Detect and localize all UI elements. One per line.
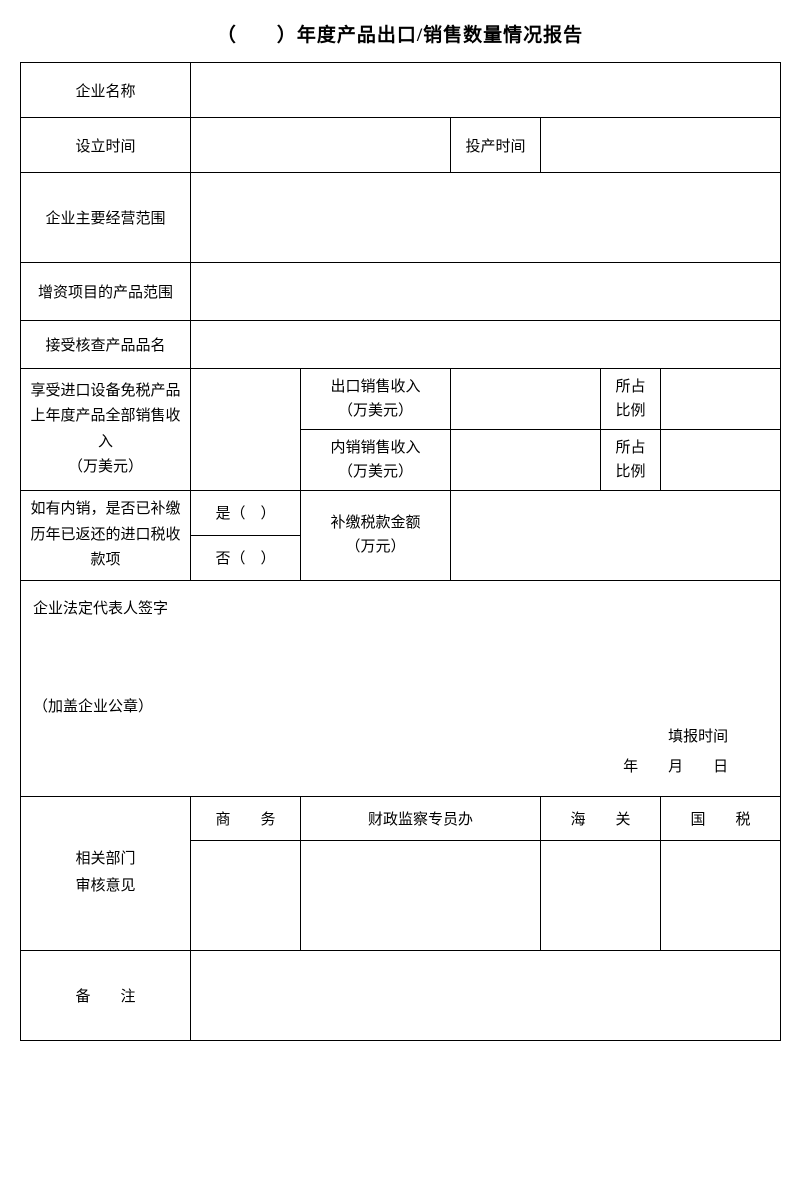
label-date-line: 年 月 日: [33, 752, 728, 782]
label-dept-review-text: 相关部门审核意见: [75, 851, 135, 894]
label-export-ratio-text: 所占比例: [615, 379, 645, 419]
header-tax: 国 税: [661, 796, 781, 840]
title-blank: [237, 25, 277, 46]
label-domestic-revenue-text: 内销销售收入（万美元）: [330, 440, 420, 480]
page-title: （ ）年度产品出口/销售数量情况报告: [20, 20, 780, 47]
label-domestic-ratio: 所占比例: [601, 430, 661, 491]
field-remarks[interactable]: [191, 950, 781, 1040]
field-tax-review[interactable]: [661, 840, 781, 950]
field-business-scope[interactable]: [191, 173, 781, 263]
label-fill-time: 填报时间: [33, 722, 728, 752]
label-product-scope: 增资项目的产品范围: [21, 263, 191, 321]
label-remarks: 备 注: [21, 950, 191, 1040]
label-company-name: 企业名称: [21, 63, 191, 118]
field-customs-review[interactable]: [541, 840, 661, 950]
field-product-scope[interactable]: [191, 263, 781, 321]
field-finance-review[interactable]: [301, 840, 541, 950]
title-suffix: ）年度产品出口/销售数量情况报告: [277, 25, 583, 46]
label-tax-repay: 如有内销，是否已补缴历年已返还的进口税收款项: [21, 491, 191, 581]
field-company-name[interactable]: [191, 63, 781, 118]
report-table: 企业名称 设立时间 投产时间 企业主要经营范围 增资项目的产品范围 接受核查产品…: [20, 62, 781, 1041]
field-export-ratio[interactable]: [661, 369, 781, 430]
label-domestic-ratio-text: 所占比例: [615, 440, 645, 480]
field-establish-date[interactable]: [191, 118, 451, 173]
option-no[interactable]: 否（ ）: [191, 535, 301, 580]
header-finance: 财政监察专员办: [301, 796, 541, 840]
field-domestic-ratio[interactable]: [661, 430, 781, 491]
label-dept-review: 相关部门审核意见: [21, 796, 191, 950]
label-tax-amount: 补缴税款金额（万元）: [301, 491, 451, 581]
field-production-date[interactable]: [541, 118, 781, 173]
label-sales-revenue-text: 享受进口设备免税产品上年度产品全部销售收入（万美元）: [30, 383, 180, 476]
label-company-seal: （加盖企业公章）: [33, 693, 768, 722]
header-commerce: 商 务: [191, 796, 301, 840]
field-verified-product[interactable]: [191, 321, 781, 369]
field-total-revenue[interactable]: [191, 369, 301, 491]
signature-block: 企业法定代表人签字 （加盖企业公章） 填报时间 年 月 日: [21, 580, 781, 796]
label-export-revenue: 出口销售收入（万美元）: [301, 369, 451, 430]
label-export-revenue-text: 出口销售收入（万美元）: [330, 379, 420, 419]
field-tax-amount[interactable]: [451, 491, 781, 581]
label-legal-rep-sign: 企业法定代表人签字: [33, 595, 768, 624]
label-sales-revenue: 享受进口设备免税产品上年度产品全部销售收入（万美元）: [21, 369, 191, 491]
label-business-scope: 企业主要经营范围: [21, 173, 191, 263]
label-domestic-revenue: 内销销售收入（万美元）: [301, 430, 451, 491]
label-tax-amount-text: 补缴税款金额（万元）: [330, 515, 420, 555]
title-prefix: （: [217, 25, 237, 46]
field-commerce-review[interactable]: [191, 840, 301, 950]
field-domestic-revenue[interactable]: [451, 430, 601, 491]
field-export-revenue[interactable]: [451, 369, 601, 430]
header-customs: 海 关: [541, 796, 661, 840]
label-verified-product: 接受核查产品品名: [21, 321, 191, 369]
label-export-ratio: 所占比例: [601, 369, 661, 430]
option-yes[interactable]: 是（ ）: [191, 491, 301, 536]
label-production-date: 投产时间: [451, 118, 541, 173]
label-establish-date: 设立时间: [21, 118, 191, 173]
